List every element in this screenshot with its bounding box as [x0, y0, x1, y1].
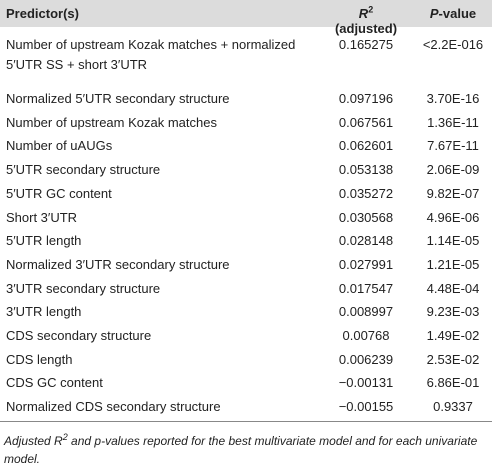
predictor-cell: 3′UTR secondary structure — [6, 280, 161, 296]
footnote-a: Adjusted R — [4, 434, 63, 448]
pvalue-cell: 4.96E-06 — [426, 209, 480, 225]
footnote-sup: 2 — [62, 432, 68, 442]
p-rest: -value — [438, 6, 477, 21]
pvalue-cell: 9.82E-07 — [426, 185, 480, 201]
predictor-cell: Number of upstream Kozak matches — [6, 114, 217, 130]
header-r2: R2 (adjusted) — [326, 4, 406, 36]
r2-cell: −0.00155 — [338, 399, 394, 415]
predictor-cell: Number of uAUGs — [6, 138, 113, 154]
pvalue-cell: 7.67E-11 — [427, 138, 479, 154]
r2-cell: 0.030568 — [338, 209, 394, 225]
predictor-cell: Number of upstream Kozak matches + norma… — [6, 37, 296, 72]
pvalue-cell: 0.9337 — [433, 399, 473, 415]
pvalue-cell: 2.06E-09 — [426, 162, 480, 178]
pvalue-cell: 2.53E-02 — [426, 351, 480, 367]
pvalue-cell: 1.49E-02 — [426, 328, 480, 343]
r2-cell: 0.053138 — [338, 162, 394, 178]
r2-cell: 0.165275 — [338, 37, 394, 52]
r2-cell: 0.035272 — [338, 185, 394, 201]
predictor-cell: 5′UTR length — [6, 233, 82, 249]
pvalue-cell: 6.86E-01 — [426, 375, 480, 391]
pvalue-cell: 1.36E-11 — [427, 114, 479, 130]
r2-cell: 0.097196 — [338, 91, 394, 106]
r2-cell: 0.006239 — [338, 351, 394, 367]
footnote-b: and p-values reported for the best multi… — [4, 434, 478, 464]
predictor-cell: Normalized 5′UTR secondary structure — [6, 91, 230, 106]
predictor-cell: Normalized 3′UTR secondary structure — [6, 256, 230, 272]
predictor-cell: 5′UTR GC content — [6, 185, 112, 201]
r2-cell: 0.028148 — [338, 233, 394, 249]
bottom-rule — [0, 421, 492, 422]
r2-cell: 0.027991 — [338, 256, 394, 272]
r2-cell: −0.00131 — [338, 375, 394, 391]
p-italic: P — [429, 6, 439, 21]
pvalue-cell: 3.70E-16 — [426, 91, 480, 106]
pvalue-cell: 4.48E-04 — [426, 280, 480, 296]
r2-symbol: R — [358, 6, 369, 21]
predictor-cell: CDS GC content — [6, 375, 103, 391]
pvalue-cell: 1.21E-05 — [426, 256, 480, 272]
r2-rest: (adjusted) — [334, 21, 398, 36]
r2-sup: 2 — [368, 4, 374, 15]
header-pvalue: P-value — [413, 6, 492, 21]
pvalue-cell: <2.2E-016 — [422, 37, 484, 52]
r2-cell: 0.067561 — [338, 114, 394, 130]
header-band — [0, 0, 492, 27]
predictor-cell: Normalized CDS secondary structure — [6, 399, 221, 415]
r2-cell: 0.008997 — [338, 304, 394, 320]
predictor-cell: 5′UTR secondary structure — [6, 162, 161, 178]
predictor-cell: 3′UTR length — [6, 304, 82, 320]
pvalue-cell: 9.23E-03 — [426, 304, 480, 320]
footnote: Adjusted R2 and p-values reported for th… — [4, 432, 484, 464]
pvalue-cell: 1.14E-05 — [426, 233, 480, 249]
r2-cell: 0.017547 — [338, 280, 394, 296]
header-predictor: Predictor(s) — [6, 6, 79, 21]
predictor-cell: Short 3′UTR — [6, 209, 78, 225]
predictor-cell: CDS secondary structure — [6, 328, 152, 343]
r2-cell: 0.062601 — [338, 138, 394, 154]
r2-cell: 0.00768 — [342, 328, 390, 343]
predictor-cell: CDS length — [6, 351, 73, 367]
